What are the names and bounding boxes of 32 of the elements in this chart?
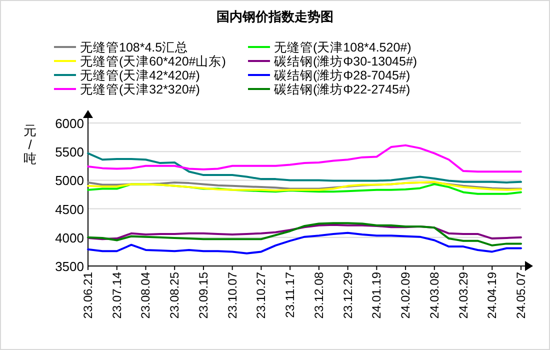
legend-label: 无缝管(天津32*320#) (80, 82, 200, 96)
x-tick-label: 24.03.08 (427, 272, 442, 319)
y-tick-label: 5500 (55, 144, 84, 160)
x-tick-label: 24.05.07 (514, 272, 528, 319)
x-tick-label: 24.02.09 (398, 272, 413, 319)
ylabel: 元/吨 (24, 123, 36, 166)
x-tick-label: 23.11.17 (283, 272, 298, 318)
y-tick-label: 5000 (55, 173, 84, 188)
x-tick-label: 23.12.29 (340, 272, 355, 319)
title: 国内钢价指数走势图 (216, 9, 334, 24)
x-tick-label: 23.08.25 (168, 272, 182, 319)
x-tick-label: 23.09.15 (196, 272, 210, 319)
x-tick-label: 23.12.08 (312, 272, 326, 319)
legend-label: 碳结钢(潍坊Φ22-2745#) (273, 82, 410, 96)
y-tick-label: 4500 (55, 202, 84, 217)
x-tick-label: 23.08.04 (138, 272, 153, 319)
x-tick-label: 24.04.19 (485, 272, 500, 319)
legend-label: 碳结钢(潍坊Φ28-7045#) (273, 68, 410, 82)
x-tick-label: 23.06.21 (81, 272, 95, 319)
y-tick-label: 6000 (55, 116, 84, 131)
x-tick-label: 23.07.14 (110, 272, 124, 319)
x-tick-label: 23.10.27 (254, 272, 268, 319)
x-tick-label: 24.01.19 (370, 272, 384, 319)
legend-label: 无缝管(天津42*420#) (80, 68, 200, 82)
y-tick-label: 4000 (55, 230, 84, 246)
x-tick-label: 24.03.29 (456, 272, 470, 319)
legend-label: 无缝管(天津108*4.520#) (274, 40, 412, 54)
y-tick-label: 3500 (55, 259, 84, 274)
legend-label: 无缝管108*4.5汇总 (80, 40, 188, 54)
x-tick-label: 23.10.07 (225, 272, 240, 319)
legend-label: 碳结钢(潍坊Φ30-13045#) (273, 54, 418, 68)
legend-label: 无缝管(天津60*420#山东) (80, 54, 226, 68)
